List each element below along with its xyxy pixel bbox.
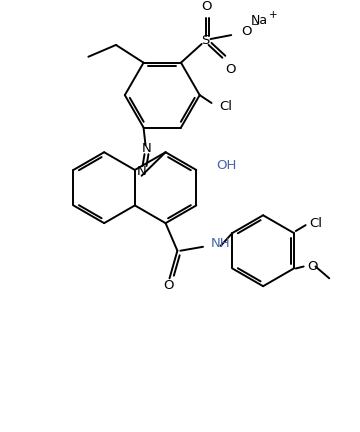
Text: N: N [141, 142, 152, 155]
Text: O: O [241, 25, 252, 38]
Text: Na: Na [251, 14, 268, 27]
Text: +: + [269, 10, 277, 20]
Text: N: N [137, 165, 147, 178]
Text: O: O [201, 0, 212, 13]
Text: OH: OH [216, 159, 237, 172]
Text: Cl: Cl [219, 100, 233, 114]
Text: S: S [202, 35, 210, 48]
Text: O: O [163, 279, 174, 292]
Text: −: − [251, 20, 260, 30]
Text: Cl: Cl [310, 217, 323, 230]
Text: NH: NH [211, 237, 230, 250]
Text: O: O [307, 260, 318, 273]
Text: O: O [225, 63, 235, 76]
